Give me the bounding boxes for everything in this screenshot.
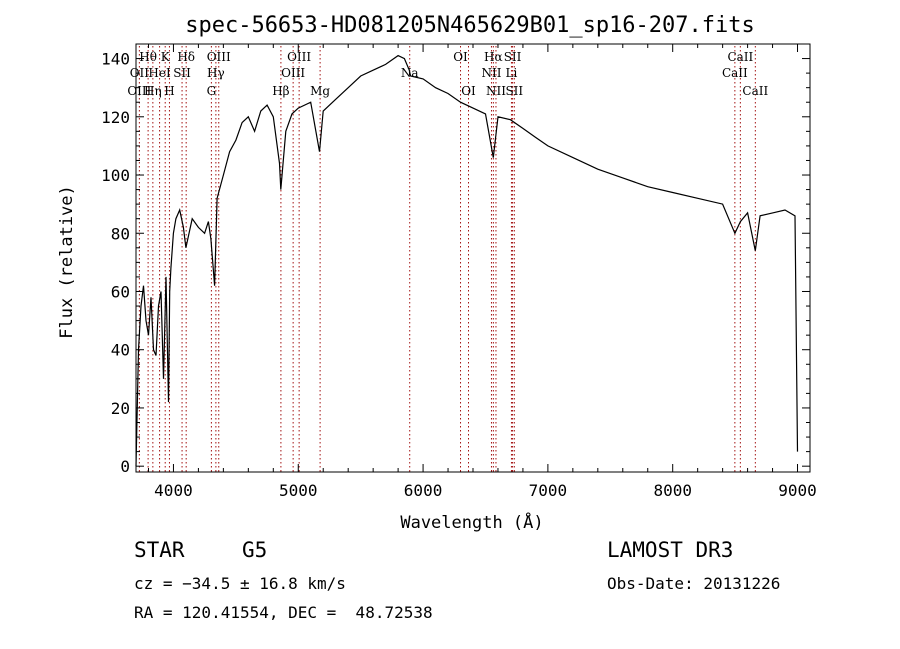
spectral-line-label: OI bbox=[453, 50, 468, 64]
spectral-line-label: Hα bbox=[484, 50, 503, 64]
spectral-line-label: OI bbox=[461, 84, 476, 98]
y-tick-label: 80 bbox=[111, 224, 130, 243]
spectral-line-label: K bbox=[161, 50, 171, 64]
object-subclass: G5 bbox=[242, 538, 268, 562]
spectral-line-label: Mg bbox=[310, 84, 330, 98]
spectral-line-label: Li bbox=[506, 66, 518, 80]
spectral-line-label: H bbox=[164, 84, 174, 98]
x-tick-label: 8000 bbox=[653, 481, 692, 500]
spectral-line-label: HeI bbox=[148, 66, 171, 80]
spectral-line-label: SII bbox=[505, 84, 523, 98]
spectral-line-label: Hθ bbox=[139, 50, 157, 64]
spectral-line-markers bbox=[138, 46, 756, 472]
object-class: STAR bbox=[134, 538, 185, 562]
y-tick-label: 140 bbox=[101, 50, 130, 69]
y-axis-ticks: 0 20 40 60 80 100 120 140 bbox=[101, 50, 810, 476]
spectral-line-label: G bbox=[207, 84, 217, 98]
x-tick-label: 4000 bbox=[154, 481, 193, 500]
x-tick-label: 6000 bbox=[404, 481, 443, 500]
x-tick-label: 7000 bbox=[529, 481, 568, 500]
spectral-line-label: OIII bbox=[207, 50, 231, 64]
obs-date-text: Obs-Date: 20131226 bbox=[607, 574, 781, 593]
chart-title: spec-56653-HD081205N465629B01_sp16-207.f… bbox=[185, 13, 755, 38]
spectral-line-label: Hδ bbox=[177, 50, 195, 64]
spectral-line-label: SII bbox=[173, 66, 191, 80]
spectral-line-label: NII bbox=[481, 66, 501, 80]
spectral-line-label: NII bbox=[486, 84, 506, 98]
spectral-line-label: OIII bbox=[281, 66, 305, 80]
y-tick-label: 20 bbox=[111, 399, 130, 418]
spectral-line-label: OIII bbox=[127, 84, 151, 98]
x-tick-label: 9000 bbox=[778, 481, 817, 500]
y-tick-label: 40 bbox=[111, 341, 130, 360]
spectrum-series-line bbox=[135, 54, 799, 467]
spectral-line-label: Hβ bbox=[272, 84, 289, 98]
x-axis-label: Wavelength (Å) bbox=[400, 511, 543, 533]
y-tick-label: 60 bbox=[111, 282, 130, 301]
y-tick-label: 120 bbox=[101, 108, 130, 127]
y-tick-label: 100 bbox=[101, 166, 130, 185]
y-tick-label: 0 bbox=[120, 457, 130, 476]
coordinates-text: RA = 120.41554, DEC = 48.72538 bbox=[134, 603, 433, 622]
spectral-line-label: CaII bbox=[727, 50, 753, 64]
y-axis-label: Flux (relative) bbox=[57, 185, 77, 339]
spectral-line-label: CaII bbox=[722, 66, 748, 80]
x-tick-label: 5000 bbox=[279, 481, 318, 500]
redshift-text: cz = −34.5 ± 16.8 km/s bbox=[134, 574, 346, 593]
spectral-line-label: CaII bbox=[742, 84, 768, 98]
spectral-line-label: Hη bbox=[144, 84, 162, 98]
survey-label: LAMOST DR3 bbox=[607, 538, 734, 562]
spectral-line-label: Hγ bbox=[207, 66, 225, 80]
spectral-line-label: OIII bbox=[287, 50, 311, 64]
spectral-line-label: SII bbox=[504, 50, 522, 64]
x-axis-ticks: 4000 5000 6000 7000 8000 9000 bbox=[147, 44, 817, 500]
